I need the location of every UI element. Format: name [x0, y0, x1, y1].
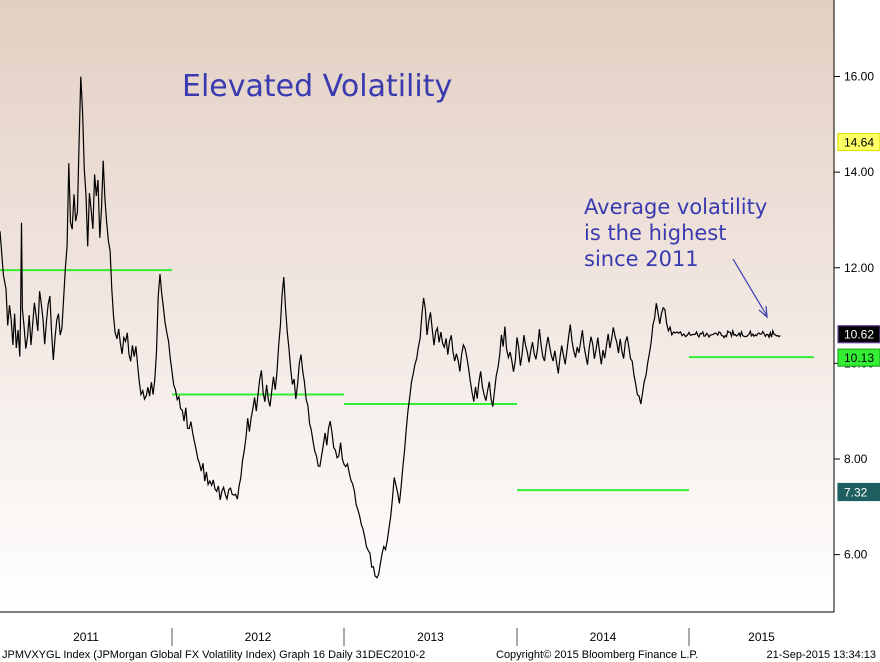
price-tag-label: 7.32: [844, 486, 868, 500]
annotation-line-1: Average volatility: [584, 195, 767, 219]
x-year-label-2015: 2015: [748, 630, 775, 644]
price-tags: 14.64 10.62 10.13 7.32: [837, 132, 880, 502]
y-tick-label: 6.00: [844, 548, 868, 562]
price-tag-14.64: 14.64: [837, 132, 880, 152]
x-year-label-2014: 2014: [590, 630, 617, 644]
x-year-label-2013: 2013: [417, 630, 444, 644]
price-tag-label: 10.13: [844, 351, 874, 365]
price-tag-10.13: 10.13: [837, 348, 880, 367]
annotation-line-2: is the highest: [584, 221, 726, 245]
price-tag-box: [837, 482, 880, 502]
plot-background: [0, 0, 834, 612]
footer-timestamp: 21-Sep-2015 13:34:13: [767, 649, 876, 661]
x-year-label-2011: 2011: [73, 630, 99, 644]
price-tag-box: [837, 325, 880, 344]
footer-source: JPMVXYGL Index (JPMorgan Global FX Volat…: [2, 649, 425, 661]
annotation-arrowhead-icon: [758, 305, 768, 319]
x-axis-year-labels: 2011 2012 2013 2014 2015: [73, 628, 775, 646]
y-tick-label: 16.00: [844, 70, 874, 84]
footer-copyright: Copyright© 2015 Bloomberg Finance L.P.: [496, 649, 698, 661]
price-tag-10.62: 10.62: [837, 325, 880, 344]
price-tag-label: 10.62: [844, 328, 874, 342]
x-year-label-2012: 2012: [245, 630, 272, 644]
annotation-line-3: since 2011: [584, 247, 699, 271]
y-tick-label: 12.00: [844, 261, 874, 275]
y-tick-label: 14.00: [844, 165, 874, 179]
annotation: Average volatility is the highest since …: [584, 195, 768, 319]
series-line: [0, 76, 781, 579]
annotation-arrow-icon: [732, 258, 768, 317]
y-tick-label: 8.00: [844, 452, 868, 466]
chart-title: Elevated Volatility: [182, 69, 452, 104]
price-tag-box: [837, 348, 880, 367]
price-tag-7.32: 7.32: [837, 482, 880, 502]
price-tag-label: 14.64: [844, 136, 874, 150]
price-tag-box: [837, 132, 880, 152]
